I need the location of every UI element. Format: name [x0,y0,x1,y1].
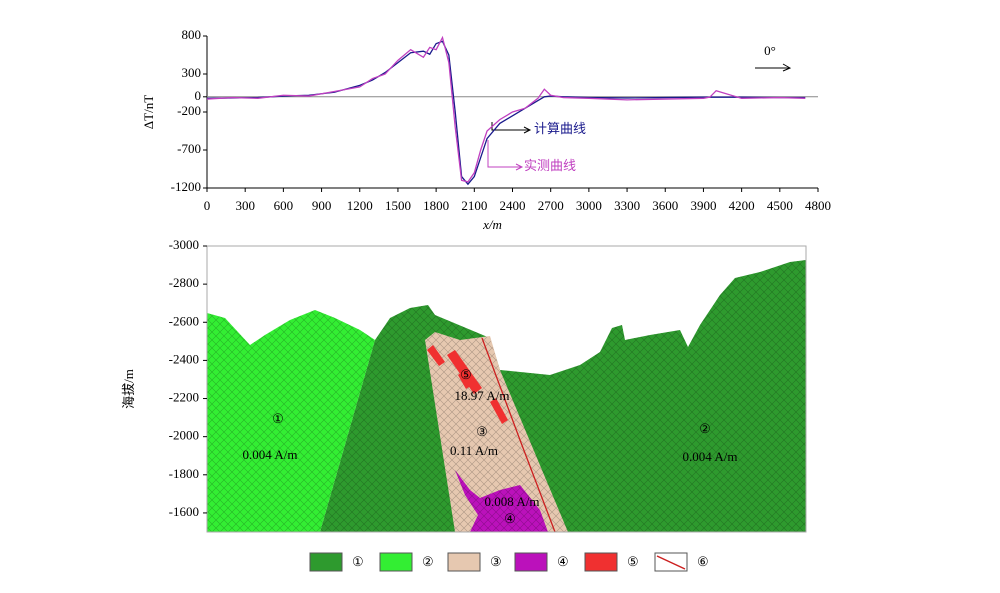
y-axis-label: ΔT/nT [141,95,156,129]
y-tick-label: -700 [177,141,201,156]
x-tick-label: 900 [312,198,332,213]
y-tick-label: -2600 [169,313,199,328]
x-tick-label: 600 [274,198,294,213]
x-tick-label: 4200 [729,198,755,213]
ore-lens [427,345,445,366]
legend-label: ③ [490,554,502,569]
y-tick-label: -1200 [171,179,201,194]
x-tick-label: 1200 [347,198,373,213]
y-tick-label: 0 [195,88,202,103]
x-tick-label: 2400 [500,198,526,213]
section-frame [206,245,807,533]
series-label: 计算曲线 [534,121,586,136]
series-label: 实测曲线 [524,158,576,173]
legend-swatch [447,552,481,572]
legend-swatch [514,552,548,572]
x-tick-label: 0 [204,198,211,213]
legend-swatch [584,552,618,572]
annotation: 0.11 A/m [450,443,498,458]
x-tick-label: 1800 [423,198,449,213]
x-tick-label: 1500 [385,198,411,213]
annotation: 18.97 A/m [455,388,510,403]
y-tick-label: -1600 [169,504,199,519]
legend-line [656,555,686,570]
annotation: ④ [504,511,516,526]
y-tick-label: -2400 [169,351,199,366]
fault [481,337,556,533]
x-tick-label: 3900 [690,198,716,213]
x-tick-label: 3000 [576,198,602,213]
ore-lens [490,398,508,424]
y-tick-label: -3000 [169,237,199,252]
x-tick-label: 3300 [614,198,640,213]
annotation: ① [272,411,284,426]
x-tick-label: 4500 [767,198,793,213]
y-tick-label: -200 [177,103,201,118]
series-line [206,35,806,183]
annotation: ⑤ [460,367,472,382]
legend-label: ⑥ [697,554,709,569]
x-tick-label: 2700 [538,198,564,213]
legend-swatch [309,552,343,572]
legend-label: ④ [557,554,569,569]
legend-label: ① [352,554,364,569]
legend-swatch [379,552,413,572]
y-tick-label: -2000 [169,428,199,443]
y-tick-label: -2200 [169,390,199,405]
ore-lens [458,370,472,389]
annotation: 0.004 A/m [243,447,298,462]
annotation: 0° [764,43,776,58]
annotation: 0.008 A/m [485,494,540,509]
arrows [487,63,792,171]
y-tick-label: 300 [182,65,202,80]
x-axis-label: x/m [482,217,502,232]
x-tick-label: 2100 [461,198,487,213]
y-tick-label: 800 [182,27,202,42]
y-axis-label: 海拔/m [121,369,136,409]
section-shapes [206,245,807,533]
x-tick-label: 300 [235,198,255,213]
y-tick-label: -1800 [169,466,199,481]
hatch [207,260,806,532]
x-tick-label: 4800 [805,198,831,213]
series-line [206,40,806,186]
annotation: 0.004 A/m [683,449,738,464]
x-tick-label: 3600 [652,198,678,213]
annotation: ③ [476,424,488,439]
legend-label: ⑤ [627,554,639,569]
annotation: ② [699,421,711,436]
y-tick-label: -2800 [169,275,199,290]
legend-label: ② [422,554,434,569]
